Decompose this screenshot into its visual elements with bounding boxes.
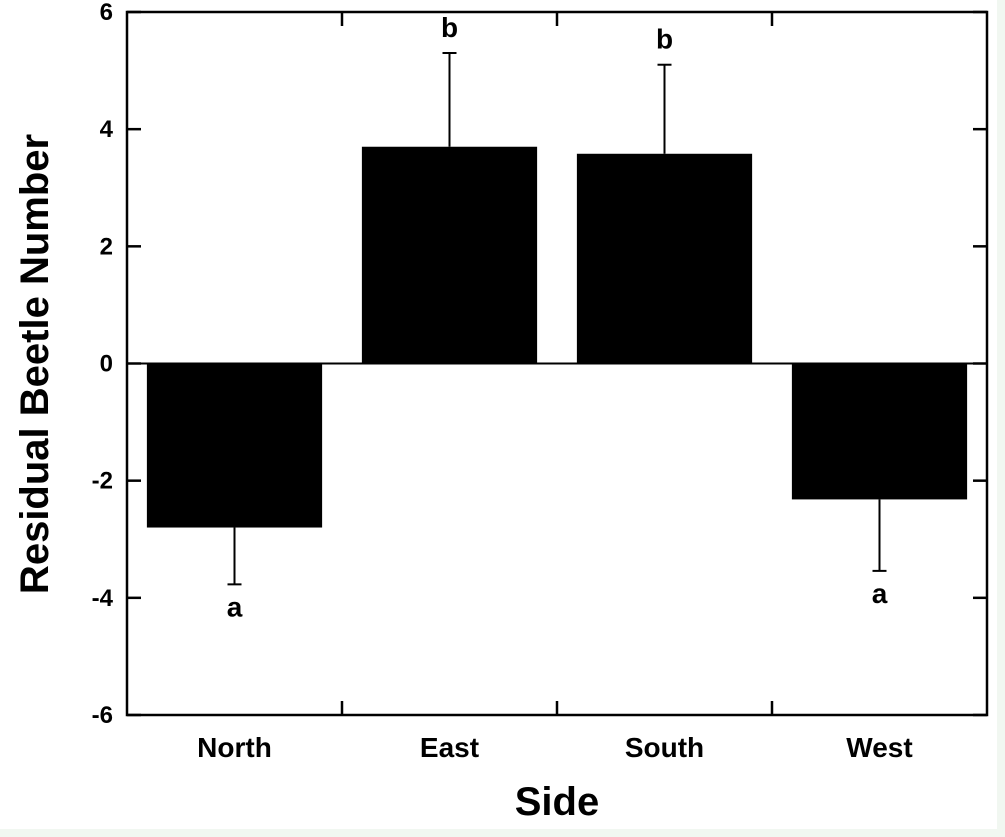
plot-area-border (125, 10, 989, 717)
bar-west (791, 363, 968, 500)
y-tick-label: 2 (100, 233, 113, 260)
x-tick-label-east: East (420, 732, 479, 763)
significance-label-south: b (656, 24, 673, 55)
significance-label-north: a (227, 591, 243, 622)
bar-east (361, 146, 538, 364)
significance-label-west: a (872, 578, 888, 609)
y-tick-label: 6 (100, 0, 113, 26)
x-axis-title: Side (515, 780, 599, 824)
y-tick-label: 0 (100, 351, 113, 378)
y-tick-label: 4 (100, 116, 114, 143)
bar-north (146, 363, 323, 528)
bar-south (576, 153, 753, 364)
y-axis-title: Residual Beetle Number (13, 134, 57, 594)
x-tick-label-south: South (625, 732, 704, 763)
significance-label-east: b (441, 12, 458, 43)
y-tick-label: -6 (92, 702, 113, 729)
x-tick-label-west: West (846, 732, 912, 763)
y-tick-label: -4 (92, 585, 114, 612)
y-tick-label: -2 (92, 468, 113, 495)
x-tick-label-north: North (197, 732, 272, 763)
